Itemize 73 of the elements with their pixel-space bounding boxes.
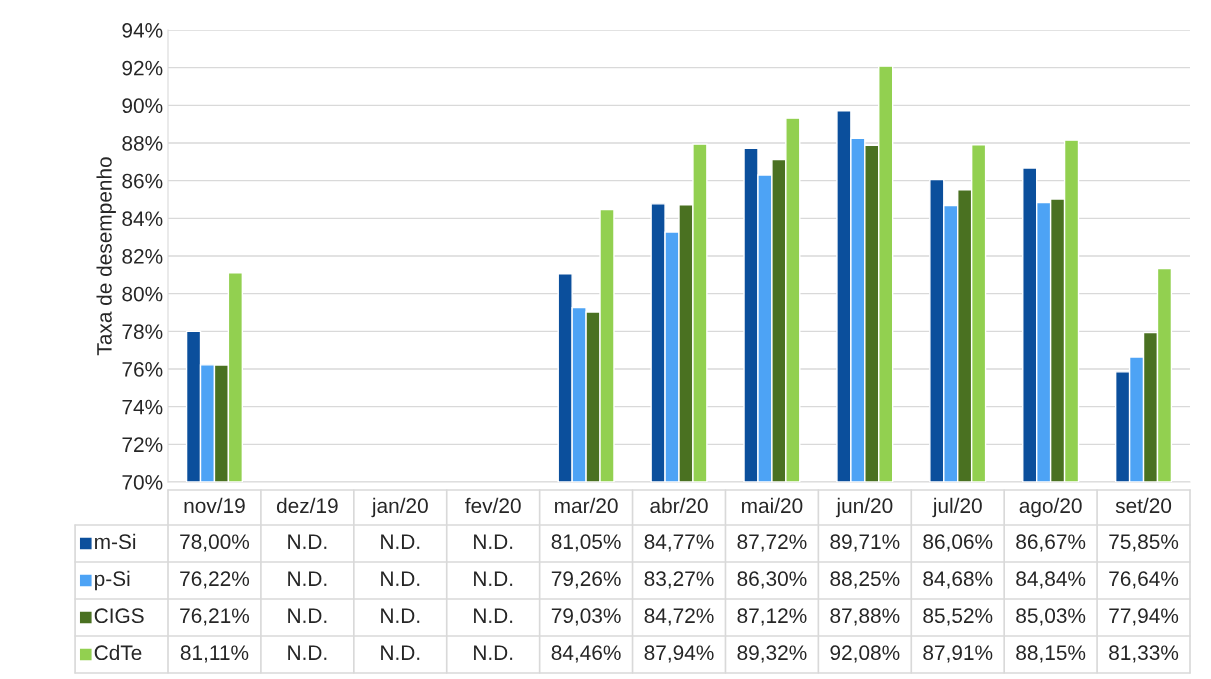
y-tick-label: 82% [122,249,163,264]
text: N.D. [288,608,327,623]
data-label: 89,71% [830,534,900,552]
data-label: 85,03% [1016,608,1086,626]
data-label: 75,85% [1109,534,1179,552]
text: N.D. [381,645,420,660]
text: N.D. [474,534,513,549]
y-tick-label: 90% [122,98,163,114]
data-label: 84,72% [644,608,714,626]
y-tick-label: 80% [122,286,163,302]
data-label: 79,26% [551,571,621,589]
y-tick-label: 70% [122,475,163,490]
data-label: 76,21% [180,608,250,626]
data-label: 81,05% [551,534,621,552]
y-tick-label: 72% [122,437,163,453]
x-tick-label: set/20 [1115,497,1172,514]
y-tick-label: 92% [122,60,163,76]
data-label: 92,08% [830,645,900,663]
data-label: 89,32% [737,645,807,663]
data-label: 86,67% [1016,534,1086,552]
x-tick-label: nov/19 [184,497,245,514]
x-tick-label: ago/20 [1019,497,1082,518]
legend-label: CIGS [94,608,144,624]
data-label: 87,12% [737,608,807,626]
data-label: 86,06% [923,534,993,552]
text: N.D. [288,645,327,660]
x-tick-label: fev/20 [465,497,521,514]
text: N.D. [288,534,327,549]
y-tick-label: 86% [122,173,163,189]
y-tick-label: 76% [122,362,163,377]
legend-label: p-Si [95,570,130,591]
data-label: 76,64% [1109,571,1179,589]
data-label: 84,46% [551,645,621,663]
text: N.D. [288,571,327,586]
x-tick-label: mar/20 [555,497,618,514]
y-tick-label: 88% [122,136,163,151]
text: N.D. [381,534,420,549]
x-tick-label: jan/20 [371,497,428,518]
text: N.D. [474,608,513,623]
data-label: 84,84% [1016,571,1086,589]
data-label: 81,11% [180,645,249,663]
data-label: 77,94% [1109,608,1179,626]
text: N.D. [474,645,513,660]
y-tick-label: 84% [122,211,163,227]
data-label: 88,25% [830,571,900,589]
data-label: 83,27% [644,571,714,589]
data-label: 87,88% [830,608,900,626]
data-label: 87,94% [644,645,714,663]
legend-label: m-Si [95,533,136,550]
legend-label: CdTe [94,644,142,661]
x-tick-label: abr/20 [650,497,708,514]
y-tick-label: 78% [122,324,163,340]
x-tick-label: jul/20 [932,497,982,518]
data-label: 78,00% [180,534,250,552]
y-axis-title: Taxa de desempenho [96,157,116,356]
y-tick-label: 74% [122,399,163,415]
text: N.D. [474,571,513,586]
data-label: 85,52% [923,608,993,626]
data-label: 76,22% [180,571,250,589]
data-label: 84,68% [923,571,993,589]
data-label: 81,33% [1109,645,1179,663]
data-label: 84,77% [644,534,714,552]
y-tick-label: 94% [122,23,163,38]
x-tick-label: jun/20 [835,497,893,518]
text: N.D. [381,571,420,586]
data-label: 87,91% [923,645,993,663]
data-label: 88,15% [1016,645,1086,663]
text: N.D. [381,608,420,623]
x-tick-label: mai/20 [742,497,803,514]
x-tick-label: dez/19 [276,497,338,514]
data-label: 86,30% [737,571,807,589]
data-label: 79,03% [551,608,621,626]
data-label: 87,72% [737,534,807,552]
